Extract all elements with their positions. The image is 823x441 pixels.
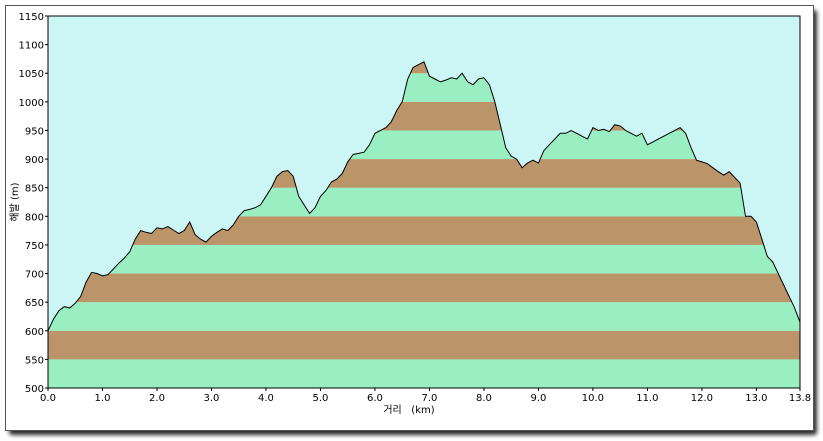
x-tick-label: 13.0: [745, 393, 767, 404]
x-tick-label: 10.0: [582, 393, 604, 404]
y-tick-label: 950: [25, 126, 44, 137]
x-tick-label: 7.0: [421, 393, 437, 404]
elevation-band: [48, 61, 800, 74]
x-tick-label: 0.0: [40, 393, 56, 404]
elevation-profile-line: [47, 61, 801, 332]
x-tick-label: 4.0: [258, 393, 274, 404]
x-tick-label: 6.0: [367, 393, 383, 404]
y-axis-title: 해발 (m): [8, 182, 21, 221]
y-tick-label: 800: [25, 212, 44, 223]
elevation-band: [48, 302, 800, 331]
elevation-band: [48, 359, 800, 388]
elevation-band: [48, 330, 800, 360]
x-tick-label: 13.8: [789, 393, 811, 404]
y-tick-label: 850: [25, 184, 44, 195]
x-tick-label: 8.0: [476, 393, 492, 404]
x-axis-ticks: 0.0 1.0 2.0 3.0 4.0 5.0 6.0 7.0 8.0 9.0 10.0 11.0 12…: [40, 388, 811, 404]
x-tick-label: 9.0: [530, 393, 546, 404]
y-tick-label: 750: [25, 241, 44, 252]
y-tick-label: 650: [25, 298, 44, 309]
elevation-band: [48, 244, 800, 274]
x-tick-label: 1.0: [95, 393, 111, 404]
y-tick-label: 1100: [19, 41, 44, 52]
x-tick-label: 12.0: [691, 393, 713, 404]
y-tick-label: 1000: [19, 98, 44, 109]
elevation-band: [48, 273, 800, 303]
y-tick-label: 600: [25, 327, 44, 338]
x-tick-label: 11.0: [636, 393, 658, 404]
y-tick-label: 550: [25, 355, 44, 366]
y-tick-label: 1150: [19, 12, 44, 23]
y-tick-label: 700: [25, 270, 44, 281]
y-tick-label: 900: [25, 155, 44, 166]
x-tick-label: 3.0: [204, 393, 220, 404]
x-axis-title: 거리 (km): [383, 404, 434, 416]
y-tick-label: 500: [25, 384, 44, 395]
y-tick-label: 1050: [19, 69, 44, 80]
y-axis-ticks: 500 550 600 650 700 750 800 850 900 950 1000 1050 11…: [19, 12, 48, 395]
x-tick-label: 2.0: [149, 393, 165, 404]
plot-border: [47, 15, 801, 389]
x-tick-label: 5.0: [313, 393, 329, 404]
